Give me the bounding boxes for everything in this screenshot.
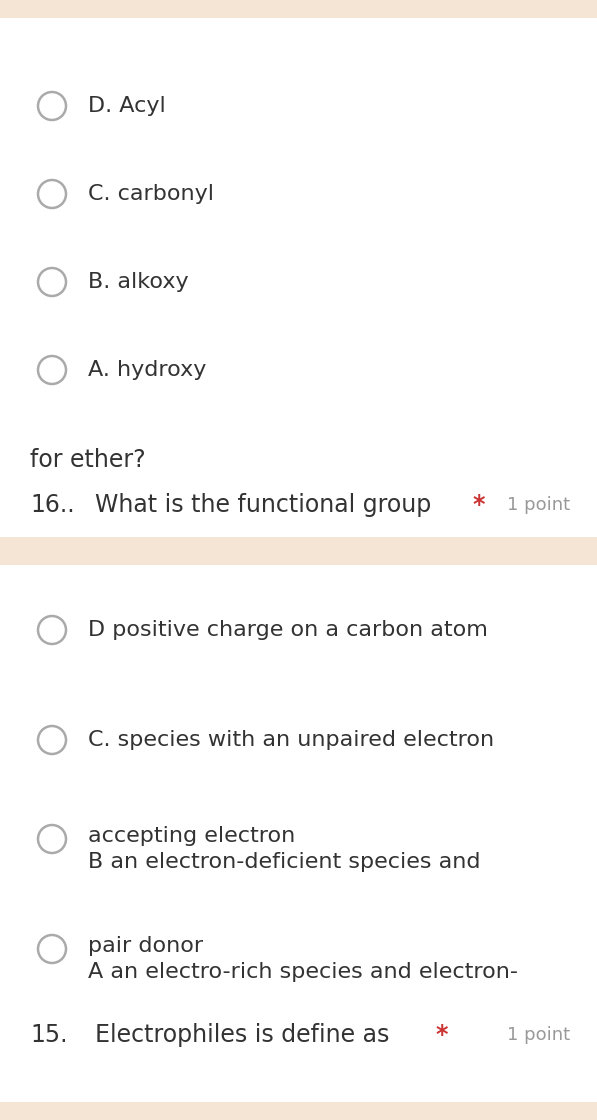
Text: *: * (435, 1023, 448, 1047)
Bar (0, 18, 597, 536)
Bar (0, 0, 597, 18)
Text: C. carbonyl: C. carbonyl (88, 184, 214, 204)
Text: D. Acyl: D. Acyl (88, 96, 166, 116)
Text: A. hydroxy: A. hydroxy (88, 360, 207, 380)
Text: C. species with an unpaired electron: C. species with an unpaired electron (88, 730, 494, 750)
Text: B. alkoxy: B. alkoxy (88, 272, 189, 292)
Text: A an electro-rich species and electron-: A an electro-rich species and electron- (88, 962, 518, 982)
Bar (0, 1102, 597, 1120)
Text: What is the functional group: What is the functional group (95, 493, 431, 517)
Text: for ether?: for ether? (30, 448, 146, 472)
Text: D positive charge on a carbon atom: D positive charge on a carbon atom (88, 620, 488, 640)
Text: B an electron-deficient species and: B an electron-deficient species and (88, 852, 481, 872)
Bar (0, 564, 597, 1102)
Text: 15.: 15. (30, 1023, 67, 1047)
Text: accepting electron: accepting electron (88, 827, 296, 846)
Text: 1 point: 1 point (507, 496, 570, 514)
Text: 1 point: 1 point (507, 1026, 570, 1044)
Text: *: * (472, 493, 485, 517)
Text: Electrophiles is define as: Electrophiles is define as (95, 1023, 389, 1047)
Bar (0, 536, 597, 564)
Text: pair donor: pair donor (88, 936, 203, 956)
Text: 16..: 16.. (30, 493, 75, 517)
